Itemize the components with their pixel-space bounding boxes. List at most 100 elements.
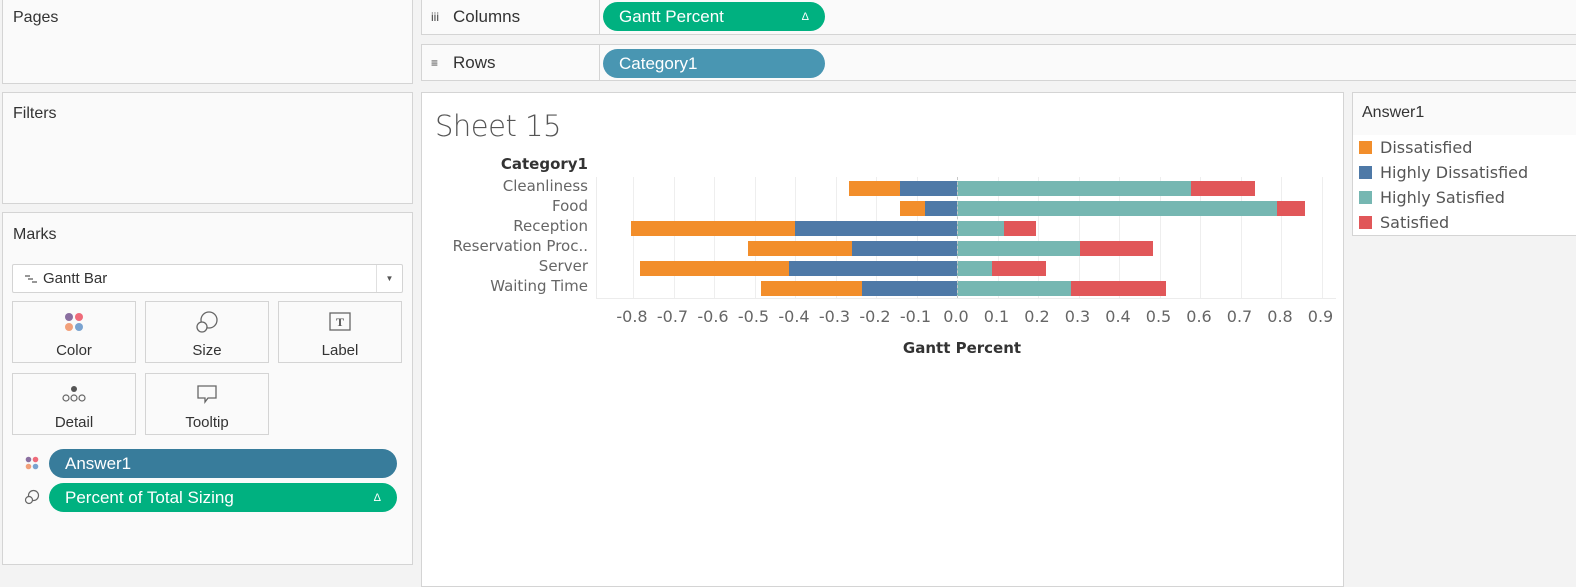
category1-pill[interactable]: Category1 [603, 49, 825, 78]
bar-highly-satisfied[interactable] [957, 261, 992, 276]
gridline [1159, 177, 1161, 298]
legend-item-highly-dissatisfied[interactable]: Highly Dissatisfied [1359, 161, 1528, 183]
x-tick-label: 0.3 [1064, 307, 1091, 326]
color-legend: Answer1 Dissatisfied Highly Dissatisfied… [1352, 92, 1576, 236]
chevron-down-icon[interactable]: ▼ [376, 265, 402, 292]
gridline [1240, 177, 1242, 298]
label-label: Label [321, 342, 359, 359]
pages-title: Pages [13, 9, 59, 26]
text-label-icon: T [279, 310, 401, 334]
x-tick-label: 0.7 [1226, 307, 1253, 326]
color-button[interactable]: Color [12, 301, 136, 363]
gridline [754, 177, 756, 298]
x-tick-label: 0.9 [1307, 307, 1334, 326]
percent-total-sizing-label: Percent of Total Sizing [65, 487, 234, 507]
bar-highly-dissatisfied[interactable] [788, 261, 957, 276]
legend-item-dissatisfied[interactable]: Dissatisfied [1359, 136, 1472, 158]
category-label[interactable]: Reception [513, 217, 588, 235]
answer1-field-label: Answer1 [65, 453, 132, 473]
bar-highly-satisfied[interactable] [957, 181, 1192, 196]
delta-icon: Δ [373, 491, 381, 504]
x-tick-label: 0.1 [983, 307, 1010, 326]
detail-label: Detail [54, 414, 94, 431]
rows-shelf-label: ≡ Rows [422, 45, 600, 80]
category-label[interactable]: Waiting Time [490, 277, 588, 295]
x-tick-label: -0.8 [616, 307, 648, 326]
legend-item-highly-satisfied[interactable]: Highly Satisfied [1359, 186, 1505, 208]
bar-highly-dissatisfied[interactable] [794, 221, 957, 236]
bar-dissatisfied[interactable] [747, 241, 852, 256]
gantt-percent-label: Gantt Percent [619, 6, 724, 26]
columns-shelf[interactable]: iii Columns Gantt Percent Δ [421, 0, 1576, 35]
x-tick-label: 0.6 [1186, 307, 1212, 326]
bar-highly-dissatisfied[interactable] [924, 201, 957, 216]
label-button[interactable]: T Label [278, 301, 402, 363]
bar-highly-dissatisfied[interactable] [899, 181, 957, 196]
percent-total-sizing-pill[interactable]: Percent of Total Sizing Δ [49, 483, 397, 512]
size-circles-icon [146, 310, 268, 334]
category1-pill-label: Category1 [619, 53, 698, 73]
delta-icon: Δ [801, 10, 809, 23]
bar-dissatisfied[interactable] [630, 221, 795, 236]
bar-satisfied[interactable] [1079, 241, 1153, 256]
rows-icon: ≡ [431, 55, 439, 70]
legend-item-satisfied[interactable]: Satisfied [1359, 211, 1449, 233]
x-tick-label: 0.0 [943, 307, 969, 326]
zero-line [957, 177, 958, 298]
category-label[interactable]: Server [538, 257, 588, 275]
x-tick-label: -0.7 [656, 307, 689, 326]
rows-shelf[interactable]: ≡ Rows Category1 [421, 44, 1576, 81]
legend-title: Answer1 [1353, 93, 1576, 135]
gridline [835, 177, 837, 298]
bar-highly-satisfied[interactable] [957, 241, 1080, 256]
gridline [1200, 177, 1201, 298]
bar-satisfied[interactable] [991, 261, 1046, 276]
bar-dissatisfied[interactable] [639, 261, 789, 276]
size-circles-icon [24, 489, 40, 505]
detail-button[interactable]: Detail [12, 373, 136, 435]
bar-highly-dissatisfied[interactable] [851, 241, 957, 256]
mark-type-dropdown[interactable]: Gantt Bar ▼ [12, 264, 403, 293]
filters-panel[interactable]: Filters [2, 92, 413, 204]
bar-highly-satisfied[interactable] [957, 201, 1277, 216]
bar-dissatisfied[interactable] [848, 181, 900, 196]
bar-highly-satisfied[interactable] [957, 221, 1004, 236]
category-label[interactable]: Reservation Proc.. [452, 237, 588, 255]
tooltip-button[interactable]: Tooltip [145, 373, 269, 435]
size-button[interactable]: Size [145, 301, 269, 363]
legend-swatch [1359, 165, 1372, 179]
bar-dissatisfied[interactable] [899, 201, 925, 216]
gridline [1281, 177, 1282, 298]
category-label[interactable]: Food [552, 197, 588, 215]
x-tick-label: -0.3 [818, 307, 851, 326]
x-tick-label: 0.8 [1267, 307, 1293, 326]
bar-satisfied[interactable] [1191, 181, 1256, 196]
gridline [714, 177, 715, 298]
gridline [673, 177, 675, 298]
gridline [1078, 177, 1080, 298]
gridline [997, 177, 999, 298]
x-tick-label: -0.5 [737, 307, 770, 326]
x-axis-title: Gantt Percent [902, 339, 1022, 357]
bar-dissatisfied[interactable] [760, 281, 862, 296]
filters-title: Filters [13, 105, 57, 122]
x-tick-label: -0.1 [899, 307, 932, 326]
y-axis-header: Category1 [500, 155, 588, 173]
x-tick-label: 0.2 [1024, 307, 1050, 326]
gridline [633, 177, 634, 298]
bar-satisfied[interactable] [1070, 281, 1166, 296]
tooltip-label: Tooltip [185, 414, 229, 431]
category-label[interactable]: Cleanliness [502, 177, 588, 195]
bar-satisfied[interactable] [1276, 201, 1305, 216]
x-tick-label: -0.6 [697, 307, 729, 326]
plot-area [596, 177, 1336, 299]
bar-satisfied[interactable] [1003, 221, 1036, 236]
bar-highly-satisfied[interactable] [957, 281, 1071, 296]
bar-highly-dissatisfied[interactable] [861, 281, 957, 296]
x-tick-label: -0.4 [778, 307, 810, 326]
x-tick-label: 0.4 [1105, 307, 1131, 326]
mark-type-label: Gantt Bar [43, 270, 108, 287]
gridline [876, 177, 877, 298]
answer1-field-pill[interactable]: Answer1 [49, 449, 397, 478]
gantt-percent-pill[interactable]: Gantt Percent Δ [603, 2, 825, 31]
